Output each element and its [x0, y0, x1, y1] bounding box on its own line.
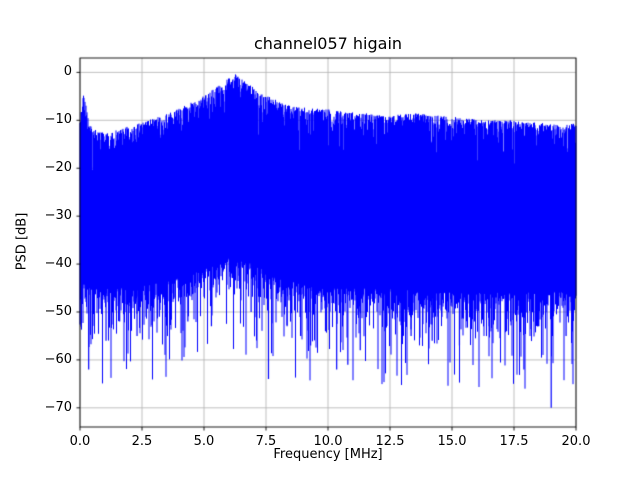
- y-axis-label: PSD [dB]: [14, 212, 30, 271]
- y-tick-label: −10: [44, 112, 72, 128]
- y-tick-label: −70: [44, 399, 72, 415]
- y-tick-label: −30: [44, 208, 72, 224]
- x-tick-label: 20.0: [561, 434, 591, 449]
- x-tick-label: 12.5: [375, 434, 405, 449]
- y-tick-label: 0: [63, 64, 72, 80]
- x-tick-label: 7.5: [255, 434, 277, 449]
- y-tick-label: −20: [44, 160, 72, 176]
- x-tick-label: 17.5: [499, 434, 529, 449]
- x-tick-label: 10.0: [313, 434, 343, 449]
- x-tick-label: 0.0: [69, 434, 91, 449]
- x-tick-label: 2.5: [131, 434, 153, 449]
- y-tick-label: −60: [44, 351, 72, 367]
- chart-title: channel057 higain: [253, 34, 403, 53]
- x-tick-label: 15.0: [437, 434, 467, 449]
- y-tick-label: −40: [44, 256, 72, 272]
- x-axis-label: Frequency [MHz]: [273, 447, 383, 462]
- y-tick-label: −50: [44, 303, 72, 319]
- x-tick-label: 5.0: [193, 434, 215, 449]
